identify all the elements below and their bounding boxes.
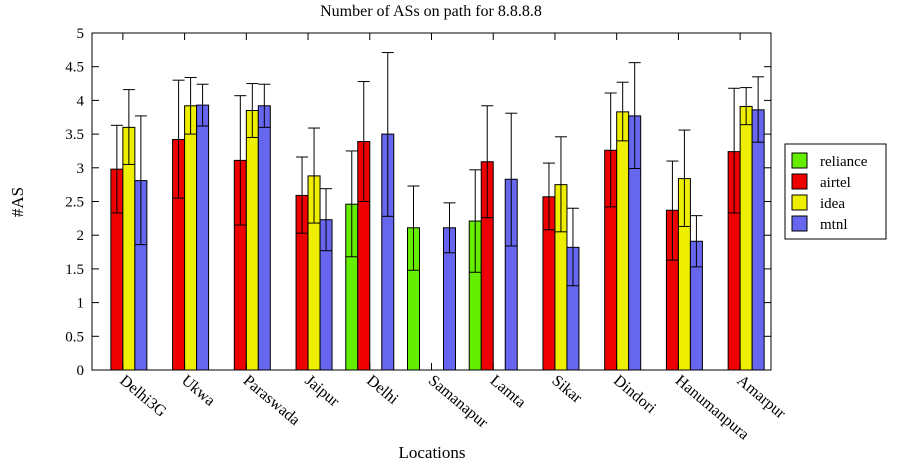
legend-label: idea bbox=[820, 196, 845, 212]
error-bar-airtel bbox=[481, 105, 494, 219]
legend-label: reliance bbox=[820, 154, 868, 170]
legend-swatch bbox=[791, 194, 808, 211]
y-tick-label: 4 bbox=[77, 93, 85, 109]
y-tick-label: 0.5 bbox=[65, 329, 84, 345]
legend-label: mtnl bbox=[820, 217, 848, 233]
error-bar-reliance bbox=[407, 185, 420, 271]
error-bar-idea bbox=[246, 83, 259, 138]
error-bar-airtel bbox=[728, 87, 741, 214]
error-bar-mtnl bbox=[320, 188, 333, 252]
bar-idea bbox=[184, 105, 198, 371]
x-axis-label: Locations bbox=[398, 443, 465, 462]
bar-idea bbox=[616, 111, 630, 371]
error-bar-mtnl bbox=[752, 76, 765, 143]
chart-title: Number of ASs on path for 8.8.8.8 bbox=[320, 3, 542, 20]
legend-item-reliance: reliance bbox=[791, 152, 868, 170]
error-bar-mtnl bbox=[443, 202, 456, 254]
error-bar-idea bbox=[122, 89, 135, 165]
bar-idea bbox=[245, 110, 259, 371]
error-bar-airtel bbox=[110, 124, 123, 214]
bar-mtnl bbox=[257, 105, 271, 371]
y-tick-label: 1.5 bbox=[65, 262, 84, 278]
y-tick-label: 4.5 bbox=[65, 60, 84, 76]
legend-item-airtel: airtel bbox=[791, 173, 851, 191]
error-bar-idea bbox=[184, 76, 197, 135]
error-bar-airtel bbox=[296, 156, 309, 234]
error-bar-mtnl bbox=[690, 215, 703, 268]
y-tick-label: 0 bbox=[77, 363, 85, 379]
legend-label: airtel bbox=[820, 175, 851, 191]
y-axis-ticks: 0 0.5 1 1.5 2 2.5 3 3.5 4 4.5 5 bbox=[65, 26, 771, 379]
error-bar-idea bbox=[740, 87, 753, 126]
y-tick-label: 2.5 bbox=[65, 195, 84, 211]
y-tick-label: 1 bbox=[77, 296, 85, 312]
error-bar-idea bbox=[616, 81, 629, 142]
error-bar-mtnl bbox=[566, 207, 579, 287]
error-bar-mtnl bbox=[258, 83, 271, 128]
y-tick-label: 3.5 bbox=[65, 127, 84, 143]
error-bar-idea bbox=[308, 127, 321, 224]
y-tick-label: 5 bbox=[77, 26, 85, 42]
bar-mtnl bbox=[751, 109, 765, 371]
plot-frame bbox=[91, 32, 772, 371]
y-tick-label: 2 bbox=[77, 228, 85, 244]
bar-mtnl bbox=[196, 104, 210, 371]
legend-item-idea: idea bbox=[791, 194, 845, 212]
error-bar-airtel bbox=[172, 79, 185, 199]
legend-swatch bbox=[791, 173, 808, 190]
y-tick-label: 3 bbox=[77, 161, 85, 177]
error-bars bbox=[110, 52, 765, 287]
error-bar-reliance bbox=[345, 150, 358, 258]
error-bar-mtnl bbox=[505, 112, 518, 247]
error-bar-mtnl bbox=[134, 115, 147, 246]
legend-item-mtnl: mtnl bbox=[791, 215, 848, 233]
legend-swatch bbox=[791, 152, 808, 169]
error-bar-airtel bbox=[357, 81, 370, 202]
error-bar-airtel bbox=[234, 95, 247, 226]
error-bar-mtnl bbox=[196, 83, 209, 127]
error-bar-mtnl bbox=[381, 52, 394, 217]
error-bar-airtel bbox=[542, 162, 555, 231]
error-bar-reliance bbox=[469, 169, 482, 273]
error-bar-airtel bbox=[666, 160, 679, 261]
error-bar-idea bbox=[554, 136, 567, 233]
error-bar-idea bbox=[678, 129, 691, 227]
error-bar-mtnl bbox=[628, 62, 641, 169]
y-axis-label: #AS bbox=[8, 187, 27, 217]
legend: reliance airtel idea mtnl bbox=[784, 143, 887, 240]
bar-idea bbox=[739, 105, 753, 371]
error-bar-airtel bbox=[604, 92, 617, 208]
legend-swatch bbox=[791, 215, 808, 232]
